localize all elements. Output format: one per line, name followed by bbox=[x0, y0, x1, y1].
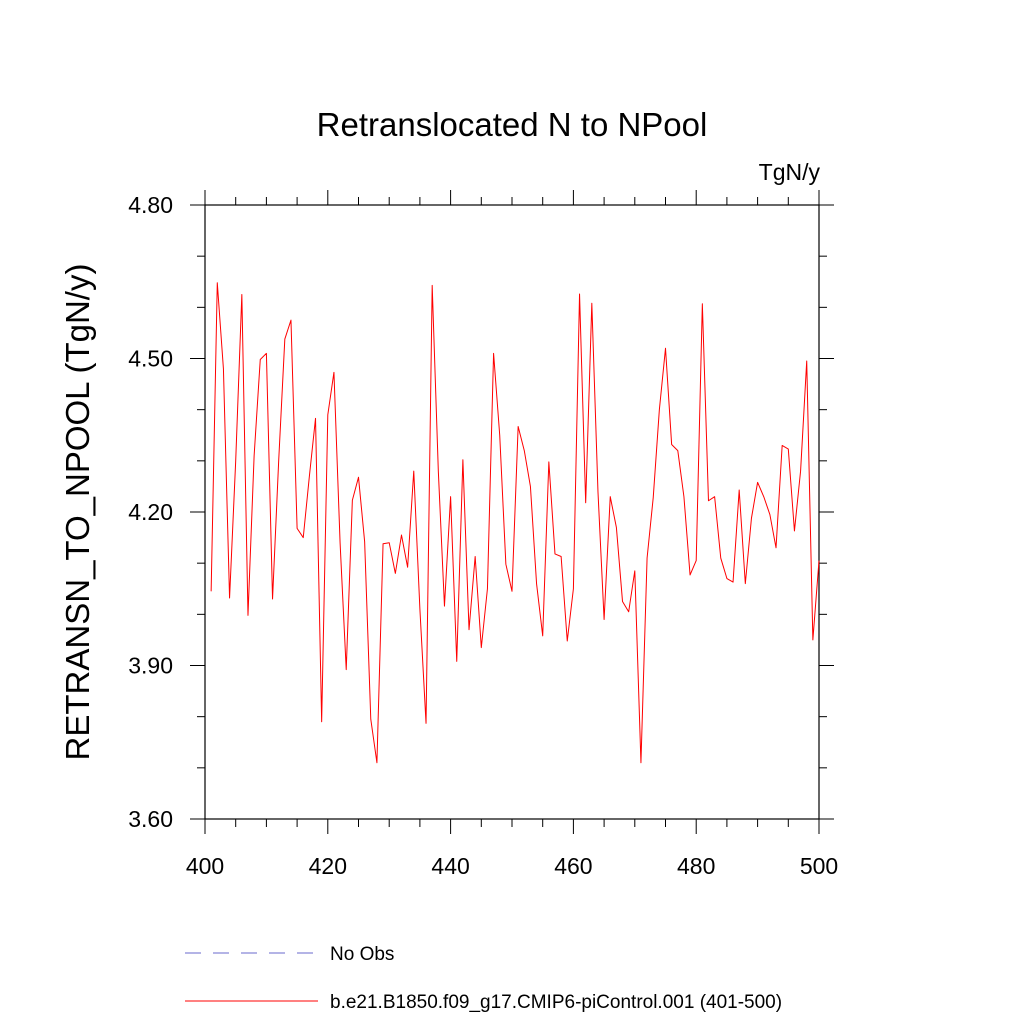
y-tick-label: 4.80 bbox=[128, 192, 173, 218]
y-tick-label: 3.90 bbox=[128, 653, 173, 679]
units-label: TgN/y bbox=[759, 159, 821, 185]
x-tick-label: 460 bbox=[554, 853, 592, 879]
y-tick-label: 4.50 bbox=[128, 346, 173, 372]
y-axis-label: RETRANSN_TO_NPOOL (TgN/y) bbox=[59, 264, 96, 761]
legend-series-label: b.e21.B1850.f09_g17.CMIP6-piControl.001 … bbox=[330, 992, 782, 1013]
axis-ticks bbox=[190, 190, 834, 834]
x-tick-label: 400 bbox=[186, 853, 224, 879]
x-tick-label: 480 bbox=[677, 853, 715, 879]
y-tick-label: 4.20 bbox=[128, 499, 173, 525]
y-tick-label: 3.60 bbox=[128, 806, 173, 832]
x-tick-label: 420 bbox=[309, 853, 347, 879]
chart-title: Retranslocated N to NPool bbox=[317, 106, 708, 143]
axis-tick-labels: 400 420 440 460 480 500 3.60 3.90 4.20 4.50 4.80 bbox=[128, 192, 838, 879]
series-line bbox=[210, 282, 820, 764]
series-group bbox=[210, 282, 820, 764]
legend-no-obs-label: No Obs bbox=[330, 944, 394, 965]
x-tick-label: 440 bbox=[431, 853, 469, 879]
x-tick-label: 500 bbox=[800, 853, 838, 879]
legend: No Obs b.e21.B1850.f09_g17.CMIP6-piContr… bbox=[185, 944, 782, 1013]
